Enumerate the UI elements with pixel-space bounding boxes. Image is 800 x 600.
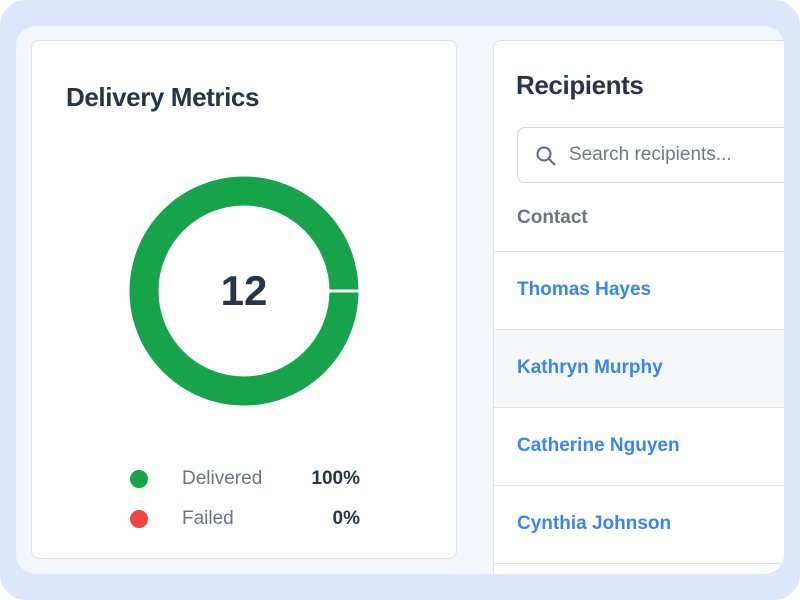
recipients-title: Recipients [516, 70, 644, 100]
recipient-row[interactable]: Kathryn Murphy [494, 330, 784, 408]
delivery-metrics-card: Delivery Metrics 12 Delivered 100% Faile… [31, 40, 457, 559]
legend-label: Failed [182, 508, 234, 529]
recipient-row[interactable]: Cynthia Johnson [494, 486, 784, 564]
donut-total-count: 12 [220, 267, 268, 314]
contact-column-header[interactable]: Contact [517, 207, 588, 228]
recipient-name-link[interactable]: Catherine Nguyen [517, 435, 680, 456]
failed-dot-icon [130, 510, 148, 528]
recipient-name-link[interactable]: Thomas Hayes [517, 279, 652, 300]
legend-item-delivered: Delivered 100% [130, 459, 360, 499]
search-icon [536, 146, 556, 166]
legend-label: Delivered [182, 468, 263, 489]
recipient-name-link[interactable]: Kathryn Murphy [517, 357, 663, 378]
legend-value: 0% [332, 508, 360, 529]
recipient-row[interactable]: Thomas Hayes [494, 252, 784, 330]
donut-svg [129, 176, 359, 406]
delivery-legend: Delivered 100% Failed 0% [130, 459, 360, 539]
recipient-search-box[interactable] [517, 127, 784, 183]
dashboard-surface: Delivery Metrics 12 Delivered 100% Faile… [16, 26, 784, 574]
delivered-dot-icon [130, 470, 148, 488]
recipient-list: Thomas Hayes Kathryn Murphy Catherine Ng… [494, 251, 784, 564]
recipient-row[interactable]: Catherine Nguyen [494, 408, 784, 486]
recipient-search-input[interactable] [569, 140, 784, 170]
legend-item-failed: Failed 0% [130, 499, 360, 539]
legend-value: 100% [311, 468, 360, 489]
recipient-name-link[interactable]: Cynthia Johnson [517, 513, 672, 534]
delivery-donut-chart: 12 [129, 176, 359, 406]
recipients-card: Recipients Contact Thomas Hayes Kathryn … [493, 40, 784, 574]
delivery-metrics-title: Delivery Metrics [66, 82, 260, 112]
